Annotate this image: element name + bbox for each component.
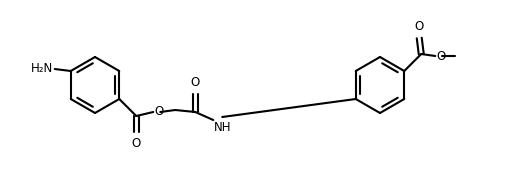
Text: NH: NH <box>214 121 232 134</box>
Text: O: O <box>436 49 445 62</box>
Text: H₂N: H₂N <box>31 62 53 75</box>
Text: O: O <box>190 76 200 89</box>
Text: O: O <box>154 104 163 117</box>
Text: O: O <box>132 137 141 150</box>
Text: O: O <box>415 20 424 33</box>
